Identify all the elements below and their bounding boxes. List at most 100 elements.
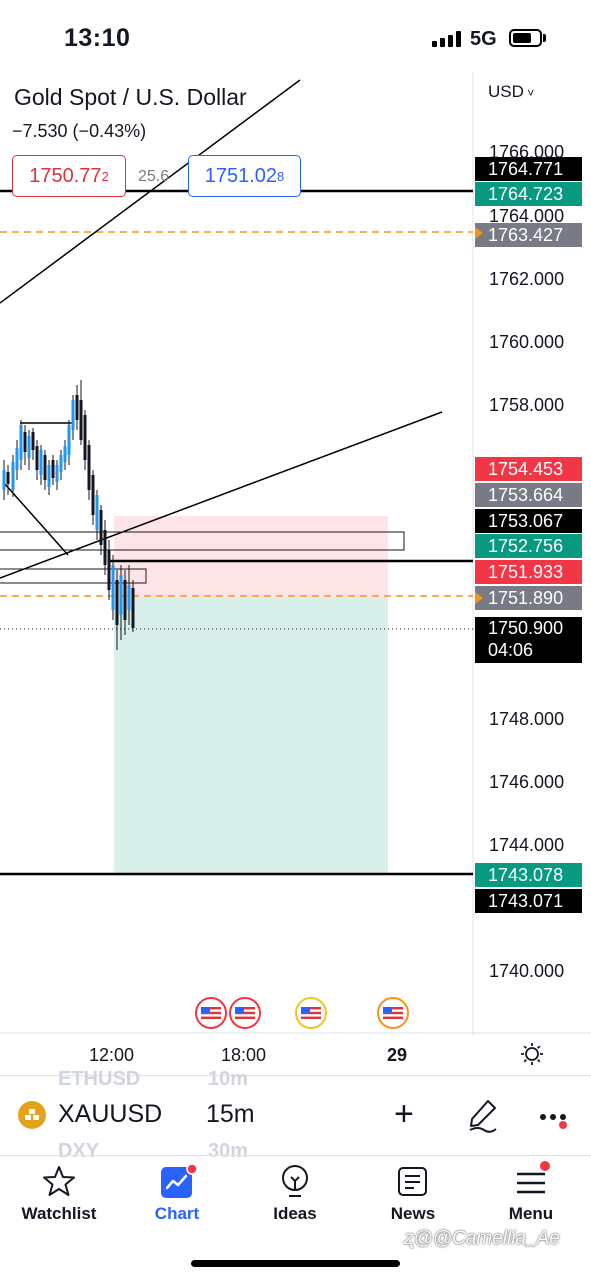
candle-body [6,472,10,484]
battery-tip [543,34,546,42]
price-tag: 1751.890 [475,586,582,610]
candle-body [127,585,131,610]
home-indicator[interactable] [191,1260,400,1267]
time-axis-label: 29 [387,1045,408,1065]
alert-marker-icon [475,592,483,604]
us-flag-icon [295,997,327,1029]
candle-body [47,465,51,487]
tab-ideas[interactable] [245,1160,345,1228]
status-time: 13:10 [64,24,131,52]
candle-body [107,550,111,590]
candle-body [11,462,15,490]
chart-title[interactable]: Gold Spot / U.S. Dollar [14,84,247,110]
ghost-symbol-below: DXY [58,1140,100,1162]
tab-ideas-label: Ideas [273,1204,317,1223]
price-tag: 1752.756 [475,534,582,558]
candle-body [123,580,127,620]
timeframe-selector[interactable]: 15m [206,1100,255,1128]
candle-body [83,415,87,460]
candle-body [59,455,63,472]
tab-menu[interactable] [481,1160,581,1228]
us-flag-icon [377,997,409,1029]
battery-icon [509,29,542,47]
price-tag: 1743.071 [475,889,582,913]
star-icon [43,1166,75,1196]
candle-body [87,445,91,490]
candle-body [95,495,99,530]
tab-menu-label: Menu [508,1204,554,1223]
candle-body [131,588,135,628]
candle-body [115,580,119,625]
candle-body [99,510,103,545]
tab-chart[interactable] [127,1160,227,1228]
candle-body [19,425,23,460]
candlestick-series [2,380,135,650]
buy-price-sup: 8 [277,168,285,184]
price-axis-label: 1746.000 [489,772,565,792]
ghost-symbol-above: ETHUSD [58,1068,141,1090]
drawing-tool-icon[interactable] [466,1097,500,1133]
tab-news-label: News [390,1204,436,1223]
target-zone [114,597,388,874]
candle-body [63,446,67,462]
currency-selector[interactable]: USD ˅ [488,82,534,102]
sell-price: 1750.77 [29,164,102,187]
price-axis-label: 1758.000 [489,395,565,415]
network-type: 5G [470,28,497,50]
candle-body [15,448,19,470]
ghost-timeframe-below: 30m [208,1140,249,1162]
time-axis-label: 18:00 [221,1045,267,1065]
bar-countdown: 04:06 [488,640,534,660]
price-axis-label: 1762.000 [489,269,565,289]
chart-canvas[interactable] [0,72,591,1072]
price-tag: 1753.664 [475,483,582,507]
tab-watchlist[interactable] [9,1160,109,1228]
price-axis-label: 1764.000 [489,206,565,226]
candle-body [51,460,55,478]
tab-bar [0,1155,591,1281]
chevron-down-icon: ˅ [523,86,535,100]
candle-body [43,455,47,480]
candle-body [23,432,27,452]
price-tag: 1763.427 [475,223,582,247]
trendline-upper [0,79,301,304]
candle-body [31,432,35,450]
sell-button[interactable]: 1750.77 2 [12,155,126,197]
symbol-bar [0,1075,591,1156]
gold-coin-icon [18,1101,46,1129]
news-icon [398,1167,427,1196]
candle-body [91,475,95,515]
price-axis-label: 1748.000 [489,709,565,729]
buy-price: 1751.02 [204,164,278,187]
candle-body [35,446,39,470]
range-box-upper [0,531,405,551]
signal-icon [432,31,462,47]
more-icon[interactable] [538,1108,572,1130]
price-tag: 1754.453 [475,457,582,481]
alert-marker-icon [475,227,483,239]
candle-body [2,470,6,490]
menu-icon [517,1161,550,1194]
spread: 25.6 [138,168,170,185]
price-axis-label: 1740.000 [489,961,565,981]
last-price-tag: 1750.900 04:06 [475,617,582,663]
last-price: 1750.900 [488,618,564,638]
price-tag: 1743.078 [475,863,582,887]
candle-body [39,450,43,475]
watermark: ʐ@@Camellia_Ae [404,1228,560,1249]
trendline-short [3,482,69,556]
range-box-lower [0,568,147,584]
time-axis-label: 12:00 [89,1045,135,1065]
candle-body [27,436,31,458]
tab-news[interactable] [363,1160,463,1228]
event-flags [195,997,409,1029]
price-change: −7.530 (−0.43%) [12,121,147,141]
symbol-selector[interactable]: XAUUSD [58,1100,163,1128]
candle-body [111,565,115,610]
chart-settings-icon [521,1043,543,1065]
us-flag-icon [229,997,261,1029]
buy-button[interactable]: 1751.02 8 [188,155,301,197]
add-icon[interactable]: + [394,1095,414,1133]
candle-body [71,400,75,430]
chart-icon [161,1164,198,1198]
